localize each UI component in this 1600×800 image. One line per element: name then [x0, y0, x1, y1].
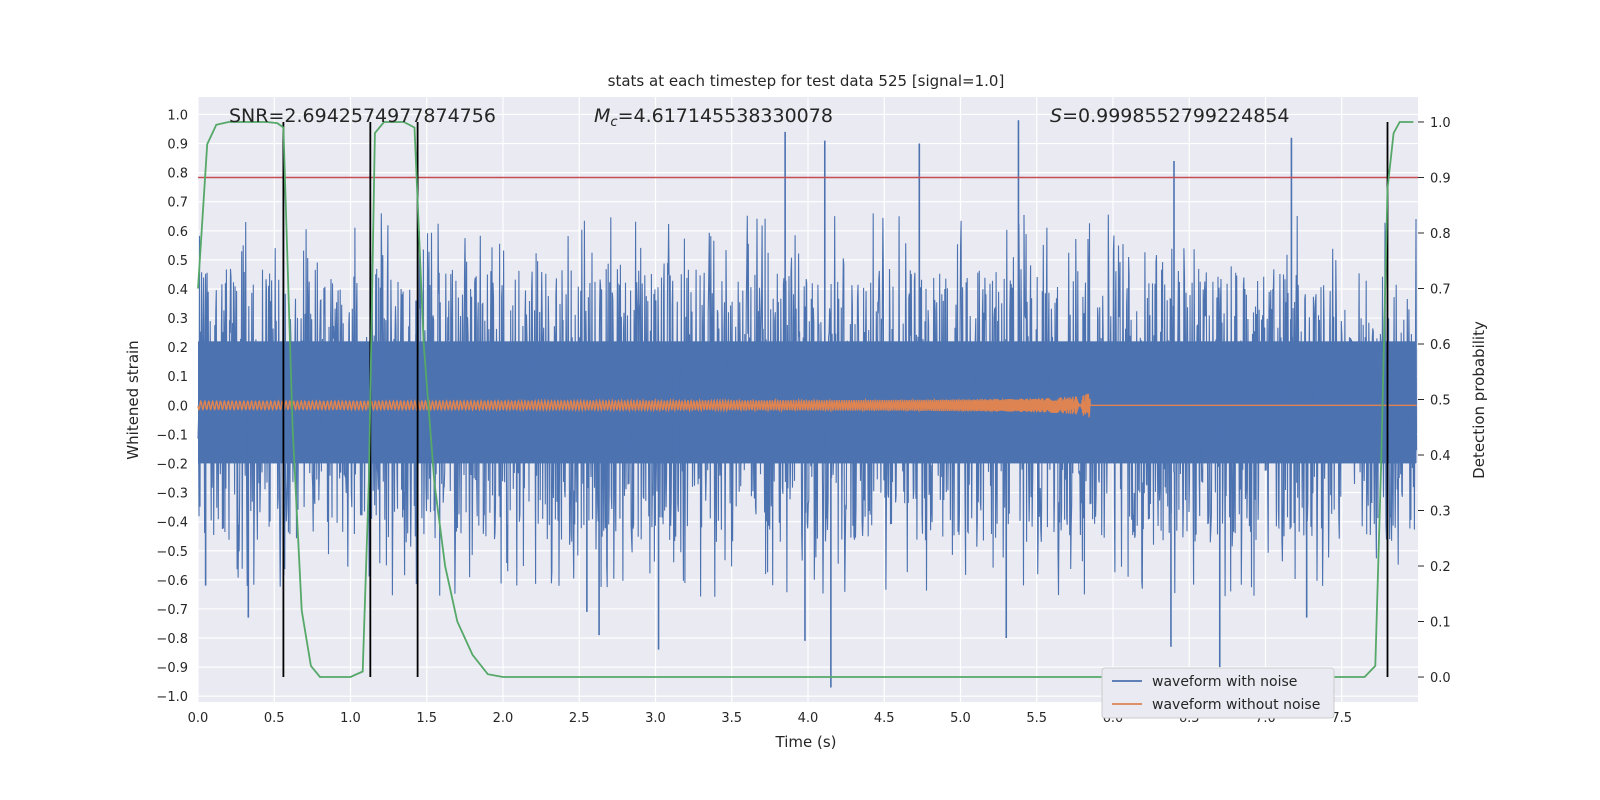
- waveform-without-noise: [197, 393, 1417, 418]
- chirp-mass-annotation: Mc=4.617145538330078: [594, 105, 833, 130]
- x-tick-label: 1.0: [340, 711, 361, 726]
- y-tick-label: 0.2: [167, 341, 188, 356]
- snr-annotation: SNR=2.6942574977874756: [229, 105, 496, 127]
- clean-waveform-trace: [197, 393, 1417, 418]
- x-tick-label: 5.5: [1026, 711, 1047, 726]
- y-tick-label: −0.4: [156, 516, 188, 531]
- y2-tick-label: 0.5: [1430, 394, 1451, 409]
- y2-tick-label: 1.0: [1430, 116, 1451, 131]
- legend-label-clean: waveform without noise: [1152, 697, 1320, 713]
- x-tick-label: 7.5: [1331, 711, 1352, 726]
- y-tick-label: 0.4: [167, 283, 188, 298]
- y2-tick-label: 0.6: [1430, 338, 1451, 353]
- y-tick-label: 0.9: [167, 138, 188, 153]
- legend-box: [1101, 667, 1335, 719]
- chart-title: stats at each timestep for test data 525…: [608, 72, 1005, 90]
- y-tick-label: −0.7: [156, 603, 188, 618]
- score-annotation: S=0.9998552799224854: [1050, 105, 1290, 127]
- y2-tick-label: 0.1: [1430, 616, 1451, 631]
- y-axis-ticks: 1.0 0.9 0.8 0.7 0.6 0.5 0.4 0.3 0.2 0.1 0.0 −0.1 −0.…: [156, 108, 188, 705]
- x-tick-label: 0.0: [188, 711, 209, 726]
- y-tick-label: 0.1: [167, 370, 188, 385]
- legend-label-noise: waveform with noise: [1152, 674, 1297, 690]
- y2-axis-ticks: 1.0 0.9 0.8 0.7 0.6 0.5 0.4 0.3 0.2 0.1 0.0: [1418, 116, 1451, 686]
- x-tick-label: 3.0: [645, 711, 666, 726]
- y-tick-label: −0.2: [156, 457, 188, 472]
- y-tick-label: −1.0: [156, 690, 188, 705]
- y2-axis-label: Detection probability: [1470, 321, 1488, 479]
- x-tick-label: 5.0: [950, 711, 971, 726]
- detection-probability-line: [197, 121, 1414, 678]
- y-tick-label: −0.9: [156, 661, 188, 676]
- y-tick-label: 0.5: [167, 254, 188, 269]
- y-tick-label: 0.3: [167, 312, 188, 327]
- y2-tick-label: 0.4: [1430, 449, 1451, 464]
- y-tick-label: −0.6: [156, 574, 188, 589]
- x-axis-label: Time (s): [775, 733, 837, 751]
- y2-tick-label: 0.7: [1430, 282, 1451, 297]
- y-tick-label: −0.5: [156, 545, 188, 560]
- x-tick-label: 0.5: [264, 711, 285, 726]
- y-tick-label: −0.8: [156, 632, 188, 647]
- y-tick-label: 1.0: [167, 108, 188, 123]
- x-tick-label: 3.5: [721, 711, 742, 726]
- x-tick-label: 1.5: [416, 711, 437, 726]
- y-tick-label: 0.6: [167, 225, 188, 240]
- y2-tick-label: 0.3: [1430, 505, 1451, 520]
- x-tick-label: 4.5: [874, 711, 895, 726]
- detection-probability-curve: [197, 121, 1414, 678]
- y2-tick-label: 0.2: [1430, 560, 1451, 575]
- y-tick-label: 0.7: [167, 196, 188, 211]
- y2-tick-label: 0.8: [1430, 227, 1451, 242]
- y-tick-label: 0.0: [167, 399, 188, 414]
- y-tick-label: −0.1: [156, 428, 188, 443]
- y-tick-label: 0.8: [167, 167, 188, 182]
- y-axis-label: Whitened strain: [124, 340, 142, 459]
- y2-tick-label: 0.9: [1430, 171, 1451, 186]
- legend: waveform with noise waveform without noi…: [1101, 667, 1335, 719]
- y2-tick-label: 0.0: [1430, 671, 1451, 686]
- x-tick-label: 2.5: [569, 711, 590, 726]
- x-tick-label: 4.0: [798, 711, 819, 726]
- x-tick-label: 2.0: [493, 711, 514, 726]
- y-tick-label: −0.3: [156, 487, 188, 502]
